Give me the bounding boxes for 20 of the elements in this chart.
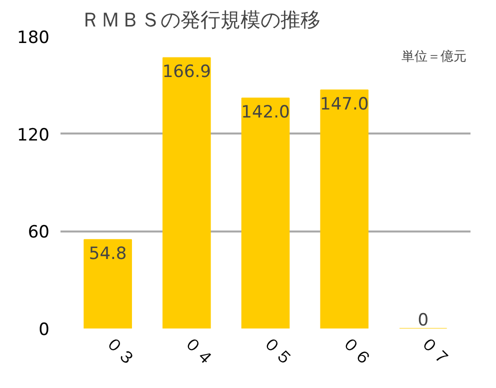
data-label: 166.9: [162, 62, 211, 82]
y-tick-label: 180: [17, 28, 50, 48]
bar: [84, 239, 132, 328]
data-label: 142.0: [241, 102, 290, 123]
data-label: 147.0: [320, 94, 369, 115]
x-tick-label: ０６: [337, 332, 376, 371]
data-label: 0: [418, 310, 429, 330]
x-tick-label: ０５: [258, 332, 297, 371]
chart-title: ＲＭＢＳの発行規模の推移: [80, 8, 320, 32]
bar: [162, 57, 211, 328]
x-tick-label: ０４: [180, 332, 218, 371]
y-tick-label: 120: [17, 125, 50, 146]
y-tick-label: 0: [38, 320, 50, 340]
data-label: 54.8: [88, 244, 127, 264]
bar: [241, 98, 290, 328]
annotation: 単位＝億元: [402, 49, 467, 64]
bar: [320, 90, 368, 328]
y-tick-label: 60: [28, 222, 50, 243]
x-tick-label: ０７: [416, 332, 454, 371]
x-tick-label: ０３: [100, 332, 139, 371]
